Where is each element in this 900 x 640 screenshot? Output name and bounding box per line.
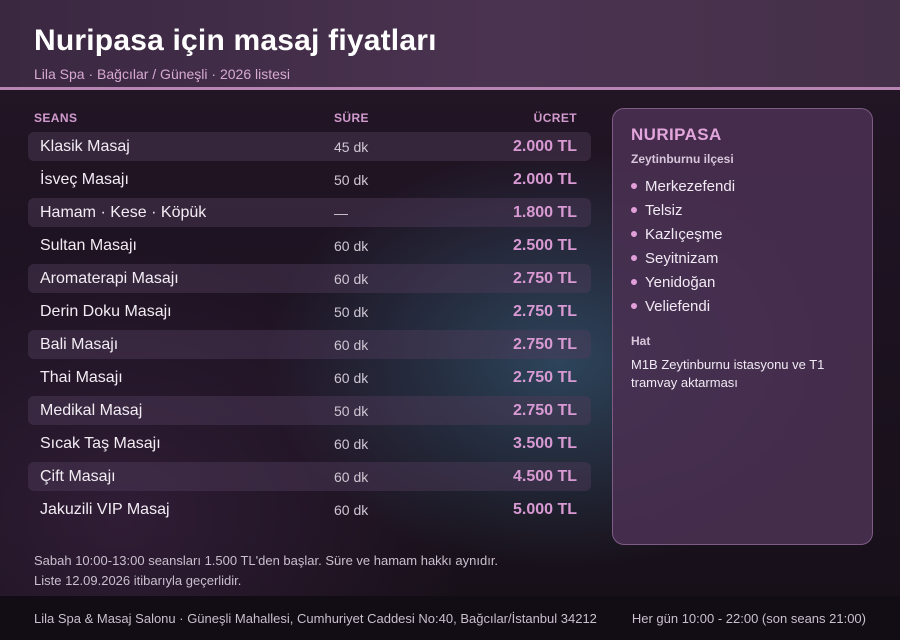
neighborhood-label: Kazlıçeşme [645,225,723,243]
line-text: M1B Zeytinburnu istasyonu ve T1 tramvay … [631,357,825,390]
service-name: Klasik Masaj [40,137,130,155]
table-row: Aromaterapi Masajı 60 dk 2.750 TL [28,264,591,293]
service-duration: 60 dk [334,435,369,452]
table-row: Sultan Masajı 60 dk 2.500 TL [28,231,591,260]
table-body: Klasik Masaj 45 dk 2.000 TL İsveç Masajı 50 … [28,132,591,524]
service-price: 2.000 TL [512,137,577,155]
table-row: Jakuzili VIP Masaj 60 dk 5.000 TL [28,495,591,524]
column-header-price: ÜCRET [533,111,577,125]
service-price: 5.000 TL [512,500,577,518]
service-name: Jakuzili VIP Masaj [40,500,170,518]
footer-hours: Her gün 10:00 - 22:00 (son seans 21:00) [631,610,866,626]
service-price: 2.750 TL [512,368,577,386]
table-row: Hamam · Kese · Köpük — 1.800 TL [28,198,591,227]
service-price: 3.500 TL [512,434,577,452]
service-name: İsveç Masajı [40,170,129,188]
table-row: Sıcak Taş Masajı 60 dk 3.500 TL [28,429,591,458]
neighborhood-label: Yenidoğan [645,273,716,291]
footer-address: Lila Spa & Masaj Salonu · Güneşli Mahall… [34,610,597,626]
table-row: Klasik Masaj 45 dk 2.000 TL [28,132,591,161]
table-row: Bali Masajı 60 dk 2.750 TL [28,330,591,359]
service-price: 2.750 TL [512,335,577,353]
service-duration: 60 dk [334,501,369,518]
neighborhood-item: Veliefendi [631,294,854,318]
service-price: 1.800 TL [512,203,577,221]
table-row: Derin Doku Masajı 50 dk 2.750 TL [28,297,591,326]
service-name: Sıcak Taş Masajı [40,434,161,452]
neighborhood-label: Seyitnizam [645,249,719,267]
table-row: Çift Masajı 60 dk 4.500 TL [28,462,591,491]
service-name: Hamam · Kese · Köpük [40,203,207,221]
neighborhood-item: Yenidoğan [631,270,854,294]
service-duration: 60 dk [334,468,369,485]
note-line-1: Sabah 10:00-13:00 seansları 1.500 TL'den… [34,553,499,568]
table-row: İsveç Masajı 50 dk 2.000 TL [28,165,591,194]
service-duration: 60 dk [334,336,369,353]
page-title: Nuripasa için masaj fiyatları [34,24,437,57]
page-header: Nuripasa için masaj fiyatları Lila Spa ·… [0,0,900,90]
line-label: Hat [631,334,651,348]
service-name: Sultan Masajı [40,236,137,254]
price-note: Sabah 10:00-13:00 seansları 1.500 TL'den… [34,551,594,591]
service-price: 2.000 TL [512,170,577,188]
bullet-icon [631,255,637,261]
bullet-icon [631,279,637,285]
service-duration: 60 dk [334,369,369,386]
neighborhood-item: Telsiz [631,198,854,222]
neighborhood-item: Seyitnizam [631,246,854,270]
service-price: 2.750 TL [512,401,577,419]
service-duration: 50 dk [334,303,369,320]
page-footer: Lila Spa & Masaj Salonu · Güneşli Mahall… [0,596,900,640]
table-row: Thai Masajı 60 dk 2.750 TL [28,363,591,392]
service-name: Thai Masajı [40,368,123,386]
service-duration: 60 dk [334,237,369,254]
table-row: Medikal Masaj 50 dk 2.750 TL [28,396,591,425]
service-price: 2.750 TL [512,302,577,320]
panel-title: NURIPASA [631,125,722,144]
service-duration: — [334,204,348,221]
neighborhood-label: Telsiz [645,201,683,219]
district-panel: NURIPASA Zeytinburnu ilçesi Merkezefendi… [612,108,873,545]
column-header-name: SEANS [34,111,78,125]
price-table: SEANS SÜRE ÜCRET Klasik Masaj 45 dk 2.000 … [28,104,591,528]
service-name: Bali Masajı [40,335,119,353]
page-subtitle: Lila Spa · Bağcılar / Güneşli · 2026 lis… [34,66,291,82]
neighborhood-item: Kazlıçeşme [631,222,854,246]
column-header-duration: SÜRE [334,111,369,125]
neighborhood-label: Veliefendi [645,297,711,315]
table-header: SEANS SÜRE ÜCRET [28,104,591,132]
service-name: Çift Masajı [40,467,116,485]
bullet-icon [631,303,637,309]
service-name: Derin Doku Masajı [40,302,172,320]
service-name: Aromaterapi Masajı [40,269,179,287]
service-duration: 50 dk [334,171,369,188]
bullet-icon [631,231,637,237]
service-name: Medikal Masaj [40,401,143,419]
service-price: 2.500 TL [512,236,577,254]
service-price: 4.500 TL [512,467,577,485]
service-duration: 50 dk [334,402,369,419]
note-line-2: Liste 12.09.2026 itibarıyla geçerlidir. [34,573,242,588]
neighborhood-label: Merkezefendi [645,177,736,195]
panel-subtitle: Zeytinburnu ilçesi [631,152,734,166]
service-duration: 45 dk [334,138,369,155]
service-price: 2.750 TL [512,269,577,287]
bullet-icon [631,207,637,213]
bullet-icon [631,183,637,189]
neighborhood-list: Merkezefendi Telsiz Kazlıçeşme Seyitnizam Ye… [631,174,854,318]
service-duration: 60 dk [334,270,369,287]
neighborhood-item: Merkezefendi [631,174,854,198]
